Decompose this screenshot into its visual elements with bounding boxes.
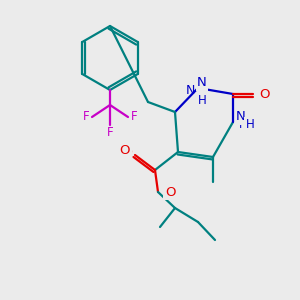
Text: F: F [107, 127, 113, 140]
Text: O: O [165, 185, 175, 199]
Text: F: F [83, 110, 89, 124]
Text: H: H [196, 95, 204, 105]
Text: O: O [122, 146, 132, 158]
Text: H: H [246, 118, 254, 131]
Text: N: N [236, 110, 246, 124]
Text: H: H [239, 120, 247, 130]
Text: O: O [259, 88, 269, 100]
Text: O: O [163, 184, 173, 196]
Text: N: N [186, 83, 195, 97]
Text: N: N [197, 76, 207, 89]
Text: N: N [236, 112, 245, 124]
Text: F: F [131, 110, 137, 124]
Text: H: H [198, 94, 206, 106]
Text: O: O [120, 145, 130, 158]
Text: O: O [257, 88, 267, 100]
